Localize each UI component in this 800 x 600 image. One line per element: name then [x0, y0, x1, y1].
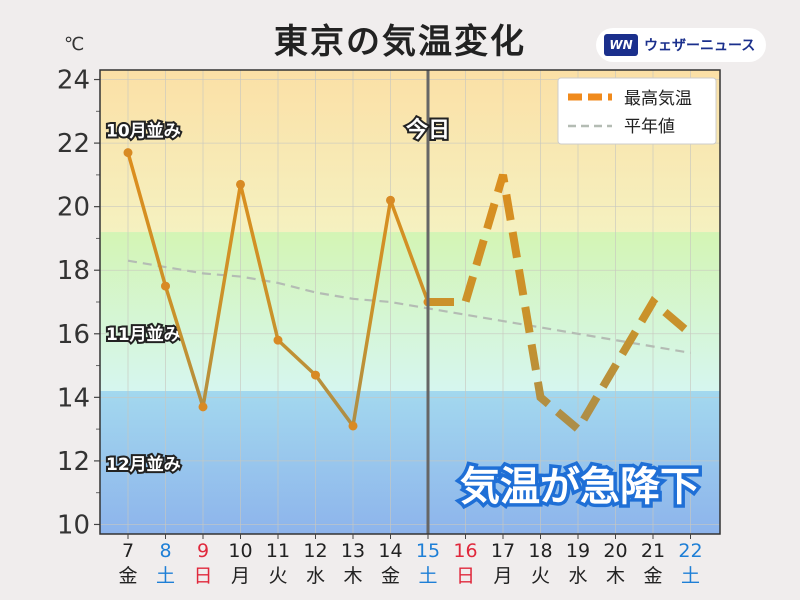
- x-tick-label: 13: [341, 540, 365, 562]
- x-tick-label: 10: [228, 540, 252, 562]
- x-weekday-label: 土: [156, 565, 175, 587]
- x-tick-label: 9: [197, 540, 209, 562]
- y-tick-label: 14: [57, 383, 90, 413]
- x-tick-label: 14: [378, 540, 402, 562]
- x-tick-label: 20: [603, 540, 627, 562]
- y-tick-label: 16: [57, 320, 90, 350]
- page-title: 東京の気温変化: [274, 22, 526, 62]
- x-weekday-label: 日: [456, 565, 475, 587]
- x-weekday-label: 木: [606, 565, 625, 587]
- x-weekday-label: 土: [418, 565, 437, 587]
- y-axis-unit: ℃: [64, 34, 85, 55]
- y-tick-label: 18: [57, 256, 90, 286]
- x-tick-label: 19: [566, 540, 590, 562]
- x-tick-label: 18: [528, 540, 552, 562]
- y-tick-label: 12: [57, 447, 90, 477]
- y-tick-label: 24: [57, 66, 90, 96]
- y-tick-label: 20: [57, 193, 90, 223]
- x-weekday-label: 金: [643, 565, 662, 587]
- x-weekday-label: 月: [493, 565, 512, 587]
- max-temperature-point: [273, 335, 283, 345]
- y-tick-label: 10: [57, 510, 90, 540]
- brand-mark-icon: WN: [604, 34, 638, 56]
- max-temperature-point: [161, 281, 170, 291]
- band-3: [100, 390, 720, 534]
- x-weekday-label: 金: [118, 565, 137, 587]
- x-tick-label: 8: [159, 540, 171, 562]
- max-temperature-point: [311, 370, 320, 380]
- x-tick-label: 12: [303, 540, 327, 562]
- band-label: 10月並み: [106, 120, 181, 141]
- x-weekday-label: 火: [268, 565, 287, 587]
- brand-name: ウェザーニュース: [644, 38, 756, 54]
- plot-frame: [99, 69, 721, 535]
- legend-normal-label: 平年値: [624, 117, 675, 137]
- x-tick-label: 15: [416, 540, 440, 562]
- x-weekday-label: 木: [343, 565, 362, 587]
- max-temperature-point: [348, 421, 358, 431]
- x-weekday-label: 日: [193, 565, 212, 587]
- x-weekday-label: 火: [531, 565, 550, 587]
- max-temperature-point: [198, 402, 208, 412]
- legend-max-label: 最高気温: [624, 89, 692, 109]
- x-weekday-label: 金: [381, 565, 400, 587]
- x-tick-label: 7: [122, 540, 134, 562]
- normal-temperature-line: [127, 259, 691, 354]
- max-temperature-point: [386, 195, 395, 205]
- x-weekday-label: 水: [568, 565, 587, 587]
- max-temperature-point: [236, 179, 245, 189]
- max-temperature-point: [123, 148, 133, 158]
- x-tick-label: 22: [678, 540, 702, 562]
- x-tick-label: 21: [641, 540, 665, 562]
- y-tick-label: 22: [57, 129, 90, 159]
- band-label: 12月並み: [106, 454, 181, 475]
- annotation-text: 気温が急降下: [460, 464, 700, 510]
- x-weekday-label: 月: [231, 565, 250, 587]
- band-label: 11月並み: [106, 324, 181, 345]
- x-weekday-label: 水: [306, 565, 325, 587]
- today-label: 今日: [406, 117, 450, 143]
- max-temperature-forecast-line: [428, 173, 694, 436]
- x-weekday-label: 土: [681, 565, 700, 587]
- x-tick-label: 11: [266, 540, 290, 562]
- brand-logo: WN ウェザーニュース: [596, 28, 766, 62]
- x-tick-label: 16: [453, 540, 477, 562]
- x-tick-label: 17: [491, 540, 515, 562]
